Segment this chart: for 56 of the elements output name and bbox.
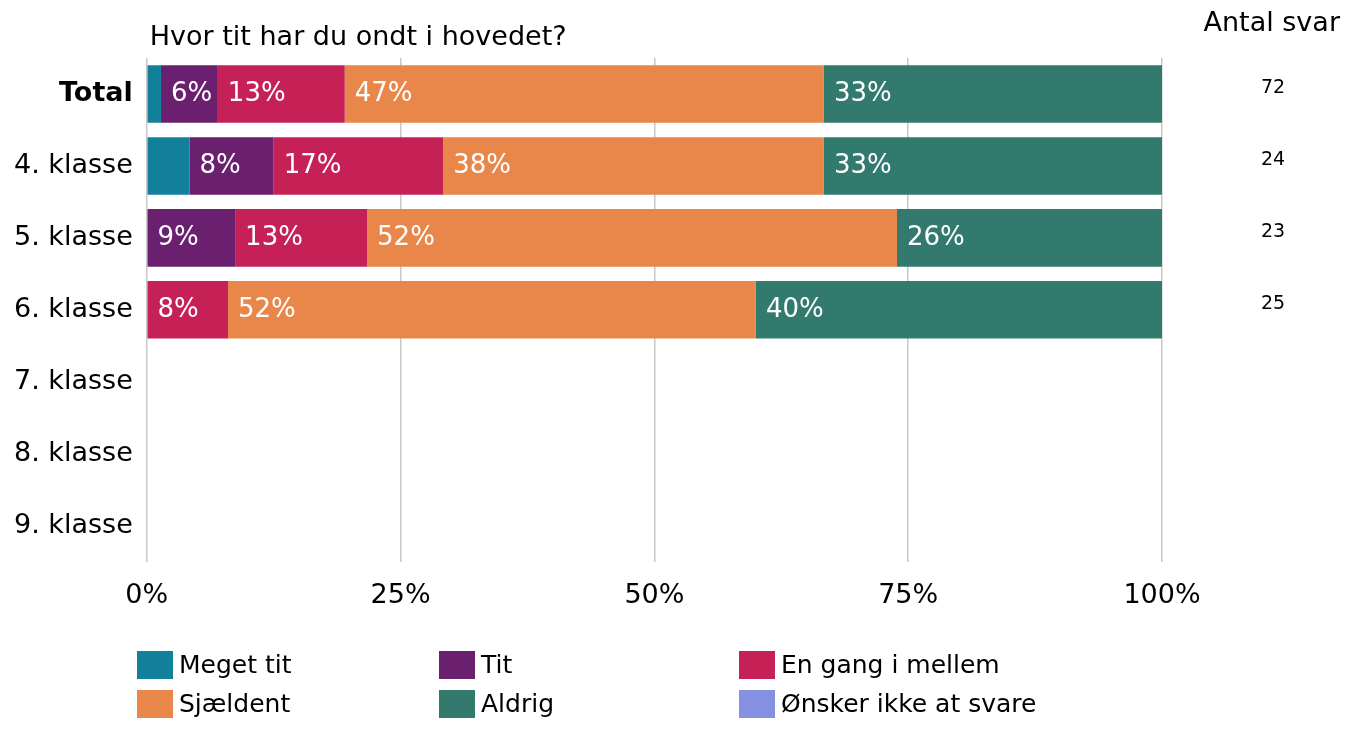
bar <box>227 281 756 339</box>
y-tick-label: 8. klasse <box>13 435 133 467</box>
y-tick-label: Total <box>59 75 133 107</box>
data-label: 6% <box>170 76 213 107</box>
y-tick-label: 6. klasse <box>13 291 133 323</box>
text: 72 <box>1260 74 1286 97</box>
data-label: 47% <box>354 76 413 107</box>
data-label: 26% <box>907 220 965 251</box>
bar <box>344 65 824 123</box>
legend-label: Aldrig <box>481 689 555 718</box>
text: 24 <box>1260 146 1286 169</box>
bar <box>443 137 824 195</box>
legend-label: Meget tit <box>179 650 292 679</box>
bar <box>755 281 1162 339</box>
data-label: 33% <box>833 148 892 179</box>
bar <box>217 65 345 123</box>
data-label: 17% <box>283 148 342 179</box>
y-tick-label: 4. klasse <box>13 147 133 179</box>
data-label: 33% <box>833 76 892 107</box>
legend-label: Sjældent <box>179 689 291 718</box>
y-tick-label: 5. klasse <box>13 219 133 251</box>
bar <box>897 209 1162 267</box>
y-tick-label: 9. klasse <box>13 507 133 539</box>
bar <box>147 65 161 123</box>
bar <box>147 209 236 267</box>
bar <box>189 137 274 195</box>
legend-label: Ønsker ikke at svare <box>781 689 1037 718</box>
chart-title: Hvor tit har du ondt i hovedet? <box>149 20 567 52</box>
bar <box>823 65 1162 123</box>
legend-label: Tit <box>481 650 513 679</box>
data-label: 52% <box>237 292 296 323</box>
data-label: 8% <box>199 148 241 179</box>
x-tick-label: 25% <box>370 577 431 609</box>
text: 25 <box>1260 290 1286 313</box>
bar <box>823 137 1162 195</box>
bar <box>147 281 228 339</box>
text: Antal svar <box>1203 6 1341 38</box>
y-tick-label: 7. klasse <box>13 363 133 395</box>
data-label: 13% <box>245 220 303 251</box>
bar <box>160 65 218 123</box>
data-label: 38% <box>453 148 512 179</box>
x-tick-label: 50% <box>624 577 685 609</box>
data-label: 8% <box>157 292 199 323</box>
x-tick-label: 75% <box>878 577 939 609</box>
data-label: 52% <box>377 220 435 251</box>
bar <box>235 209 368 267</box>
bar <box>367 209 898 267</box>
legend-label: En gang i mellem <box>781 650 1000 679</box>
data-label: 13% <box>227 76 286 107</box>
x-tick-label: 0% <box>125 577 169 609</box>
data-label: 40% <box>765 292 824 323</box>
text: 23 <box>1260 218 1286 241</box>
bar <box>273 137 444 195</box>
bar <box>147 137 190 195</box>
data-label: 9% <box>157 220 199 251</box>
x-tick-label: 100% <box>1123 577 1201 609</box>
